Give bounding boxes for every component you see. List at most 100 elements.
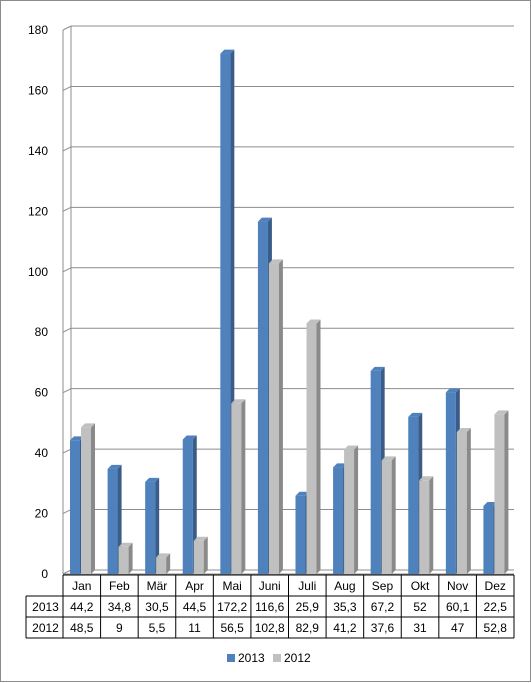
legend-label: 2013: [238, 651, 265, 665]
gridline-depth: [62, 25, 72, 31]
bar-front: [295, 495, 306, 574]
bar-side: [128, 542, 133, 574]
bar-front: [182, 439, 193, 574]
bar-side: [91, 423, 95, 574]
bar-top: [268, 259, 283, 264]
bar-top: [333, 463, 348, 468]
bar-top: [156, 553, 171, 558]
bar-front: [70, 440, 80, 574]
data-label: 44,2: [70, 600, 94, 614]
bar-front: [344, 449, 355, 574]
gridline-depth: [62, 85, 72, 91]
y-tick-label: 40: [35, 446, 49, 460]
bar: [306, 319, 321, 574]
bar-side: [504, 410, 509, 574]
legend-swatch: [227, 654, 235, 662]
bar-top: [70, 436, 84, 441]
bar-side: [354, 445, 359, 574]
data-label: 44,5: [183, 600, 207, 614]
y-tick-label: 60: [35, 386, 49, 400]
data-label: 67,2: [371, 600, 395, 614]
bar-top: [370, 366, 385, 371]
bar-top: [182, 435, 197, 440]
legend: 2013 2012: [227, 651, 311, 665]
bar-top: [408, 412, 423, 417]
data-label: 11: [188, 621, 201, 635]
gridline-depth: [62, 206, 72, 212]
legend-label: 2012: [284, 651, 311, 665]
data-label: 47: [451, 621, 465, 635]
bar-front: [81, 427, 91, 574]
gridline-depth: [62, 448, 72, 454]
data-label: 116,6: [255, 600, 284, 614]
y-tick-label: 180: [28, 23, 48, 37]
data-label: 52: [413, 600, 427, 614]
bar-top: [306, 319, 321, 324]
bar-top: [81, 423, 95, 428]
bar-front: [231, 403, 242, 574]
bar-side: [166, 553, 171, 574]
data-label: 41,2: [333, 621, 357, 635]
data-label: 82,9: [296, 621, 320, 635]
gridline-depth: [62, 388, 72, 394]
bar-top: [107, 464, 122, 469]
y-tick-label: 0: [41, 567, 48, 581]
bar-front: [494, 414, 505, 574]
data-label: 30,5: [145, 600, 169, 614]
data-table: Jan Feb Mär Apr Mai Juni Juli Aug Sep Okt Nov Dez 20…: [25, 574, 515, 639]
y-tick-label: 80: [35, 325, 49, 339]
bar-side: [316, 319, 321, 574]
bar-top: [344, 445, 359, 450]
bar-top: [483, 502, 498, 506]
bar: [156, 553, 171, 574]
bar: [456, 427, 471, 574]
bar: [145, 477, 160, 574]
x-tick-label: Apr: [185, 579, 204, 593]
data-label: 25,9: [296, 600, 320, 614]
bar-top: [419, 476, 434, 481]
data-label: 31: [413, 621, 427, 635]
data-label: 172,2: [217, 600, 247, 614]
x-tick-label: Mär: [147, 579, 168, 593]
bar: [268, 259, 283, 574]
bar-front: [156, 557, 167, 574]
bar-front: [333, 467, 344, 574]
bar-top: [257, 217, 272, 222]
bar-front: [268, 263, 279, 574]
data-label: 60,1: [446, 600, 470, 614]
bar: [344, 445, 359, 574]
bar: [419, 476, 434, 574]
bar-front: [193, 540, 204, 574]
gridline-depth: [62, 509, 72, 515]
bar-top: [445, 388, 460, 393]
data-label: 9: [116, 621, 123, 635]
y-tick-label: 100: [28, 265, 48, 279]
x-tick-label: Aug: [334, 579, 355, 593]
bar-side: [391, 456, 396, 574]
x-tick-label: Juli: [298, 579, 316, 593]
gridline-depth: [62, 267, 72, 273]
table-series-name: 2013: [32, 600, 59, 614]
x-tick-label: Juni: [259, 579, 281, 593]
bar: [193, 536, 208, 574]
bar-front: [107, 468, 118, 574]
bars: [70, 49, 509, 574]
data-label: 22,5: [484, 600, 508, 614]
legend-swatch: [273, 654, 281, 662]
data-label: 52,8: [484, 621, 508, 635]
bar-front: [408, 416, 419, 574]
bar-top: [456, 427, 471, 432]
data-label: 35,3: [333, 600, 357, 614]
bar-side: [466, 427, 471, 574]
bar: [118, 542, 133, 574]
bar: [381, 456, 396, 574]
bar-top: [494, 410, 509, 415]
bar-side: [429, 476, 434, 574]
y-tick-label: 160: [28, 83, 48, 97]
x-tick-label: Dez: [485, 579, 506, 593]
x-tick-label: Okt: [411, 579, 430, 593]
bar-top: [381, 456, 396, 461]
bar-top: [295, 491, 310, 496]
bar-side: [278, 259, 283, 574]
